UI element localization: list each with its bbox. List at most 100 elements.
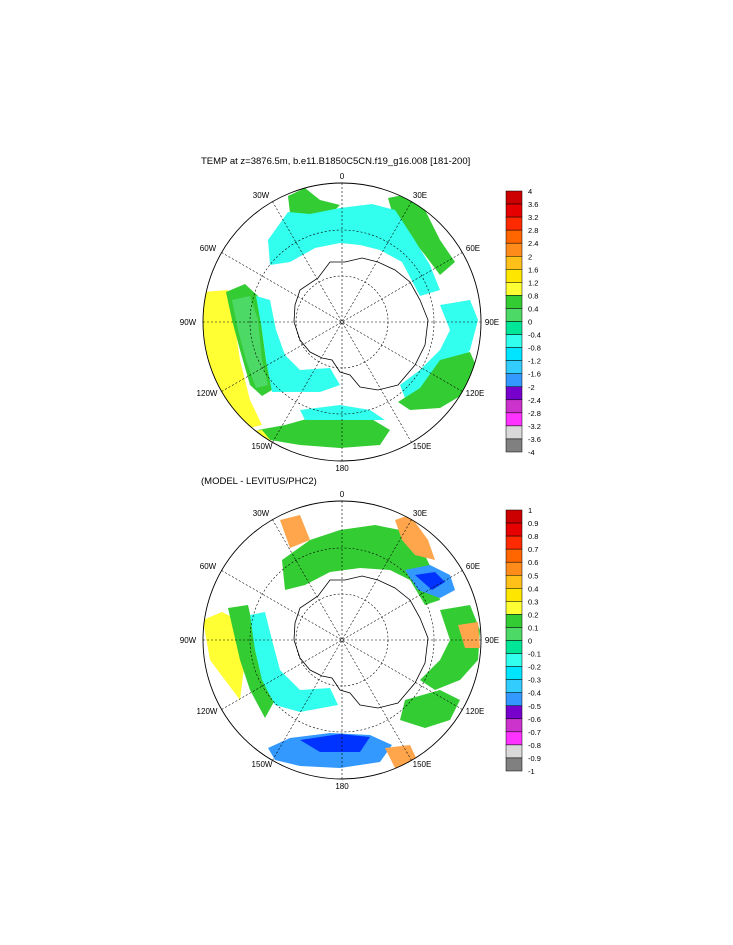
colorbar-box: [505, 190, 523, 205]
colorbar-label: 1.2: [528, 278, 538, 287]
antarctica-bottom: [293, 575, 429, 709]
field-green-north-east: [388, 194, 455, 275]
colorbar-box: [505, 425, 523, 440]
lon-label-120e: 120E: [466, 389, 485, 398]
field-green-north-west: [288, 188, 340, 220]
colorbar-box: [505, 256, 523, 270]
colorbar-label: 0.2: [528, 610, 538, 619]
field-darkblue-south-b: [300, 734, 370, 752]
map-border-bottom: [202, 500, 482, 780]
colorbar-box: [505, 216, 523, 231]
colorbar-box: [505, 308, 523, 322]
field-bottom: [203, 515, 480, 768]
colorbar-bottom: 1 0.9 0.8 0.7 0.6 0.5 0.4 0.3 0.2 0.1 0 -0.1 -0.2 -0.…: [505, 506, 541, 776]
colorbar-label: -1.6: [528, 370, 541, 379]
colorbar-box: [505, 269, 523, 283]
colorbar-label: -0.6: [528, 715, 541, 724]
colorbar-top: 4 3.6 3.2 2.8 2.4 2 1.6 1.2 0.8 0.4 0 -0.4 -0.8 -1.2 -…: [505, 187, 541, 457]
lon-label-150e-b: 150E: [413, 760, 432, 769]
colorbar-label: 1: [528, 506, 532, 515]
colorbar-label: 0: [528, 637, 532, 646]
lon-label-90w: 90W: [180, 318, 197, 327]
colorbar-label: -0.4: [528, 331, 541, 340]
lon-label-0-b: 0: [340, 490, 345, 499]
field-top: [203, 188, 478, 452]
colorbar-label: 0.9: [528, 519, 538, 528]
colorbar-box: [505, 347, 523, 361]
colorbar-box: [505, 705, 523, 720]
colorbar-box: [505, 509, 523, 524]
colorbar-label: 0.8: [528, 291, 538, 300]
field-blue-south-b: [268, 733, 392, 768]
colorbar-label: -0.9: [528, 754, 541, 763]
colorbar-label: -0.8: [528, 741, 541, 750]
colorbar-box: [505, 360, 523, 374]
colorbar-label: 0.5: [528, 571, 538, 580]
field-orange-east-b: [458, 622, 480, 648]
lon-label-60w-b: 60W: [200, 562, 217, 571]
colorbar-label: 3.6: [528, 200, 538, 209]
colorbar-label: -0.1: [528, 650, 541, 659]
field-green-east-b: [420, 605, 480, 690]
colorbar-box: [505, 744, 523, 759]
colorbar-box: [505, 535, 523, 550]
colorbar-label: 2: [528, 252, 532, 261]
colorbar-box: [505, 548, 523, 563]
lon-labels-bottom: 0 30E 60E 90E 120E 150E 180 150W 120W 90…: [180, 490, 499, 791]
map-border-top: [202, 182, 482, 462]
lon-label-60w: 60W: [200, 244, 217, 253]
colorbar-box: [505, 203, 523, 218]
colorbar-label: 3.2: [528, 213, 538, 222]
antarctica-top: [293, 257, 429, 391]
field-orange-north-west-b: [280, 515, 310, 548]
lon-label-150w: 150W: [252, 442, 273, 451]
colorbar-label: 0.7: [528, 545, 538, 554]
colorbar-box: [505, 561, 523, 576]
colorbar-label: -0.5: [528, 702, 541, 711]
lon-label-180: 180: [335, 464, 349, 473]
colorbar-label: 0.4: [528, 304, 538, 313]
panel-title-bottom: (MODEL - LEVITUS/PHC2): [201, 476, 317, 487]
field-orange-south-b: [385, 745, 418, 768]
colorbar-label: -3.2: [528, 422, 541, 431]
field-darkblue-east-b: [415, 572, 445, 590]
colorbar-label: 2.8: [528, 226, 538, 235]
lon-label-60e: 60E: [466, 244, 480, 253]
lon-label-90e-b: 90E: [485, 636, 499, 645]
colorbar-box: [505, 334, 523, 348]
colorbar-box: [505, 614, 523, 628]
colorbar-box: [505, 653, 523, 667]
lon-label-150e: 150E: [413, 442, 432, 451]
lon-label-120w: 120W: [197, 389, 218, 398]
field-blue-east-b: [405, 565, 455, 598]
lon-label-30e: 30E: [413, 191, 427, 200]
colorbar-box: [505, 295, 523, 309]
graticule-bottom: [203, 501, 481, 779]
colorbar-label: 0.8: [528, 532, 538, 541]
field-green-north-b: [282, 525, 440, 605]
lon-label-60e-b: 60E: [466, 562, 480, 571]
colorbar-box: [505, 575, 523, 589]
colorbar-label: -2.8: [528, 409, 541, 418]
colorbar-box: [505, 438, 523, 453]
colorbar-box: [505, 522, 523, 537]
field-yellow-south: [240, 430, 272, 452]
field-green-south: [258, 415, 390, 448]
lon-labels-top: 0 30E 60E 90E 120E 150E 180 150W 120W 90…: [180, 172, 499, 473]
lon-label-30w-b: 30W: [253, 509, 270, 518]
field-green-east: [398, 352, 478, 410]
colorbar-box: [505, 321, 523, 335]
lon-label-0: 0: [340, 172, 345, 181]
colorbar-box: [505, 373, 523, 388]
lon-label-30w: 30W: [253, 191, 270, 200]
field-cyan-west: [256, 296, 340, 392]
colorbar-box: [505, 242, 523, 257]
colorbar-label: 4: [528, 187, 532, 196]
colorbar-label: -0.2: [528, 663, 541, 672]
field-green-west-inner: [232, 296, 268, 388]
colorbar-label: -0.7: [528, 728, 541, 737]
lon-label-90w-b: 90W: [180, 636, 197, 645]
colorbar-label: 0.1: [528, 623, 538, 632]
lon-label-120e-b: 120E: [466, 707, 485, 716]
